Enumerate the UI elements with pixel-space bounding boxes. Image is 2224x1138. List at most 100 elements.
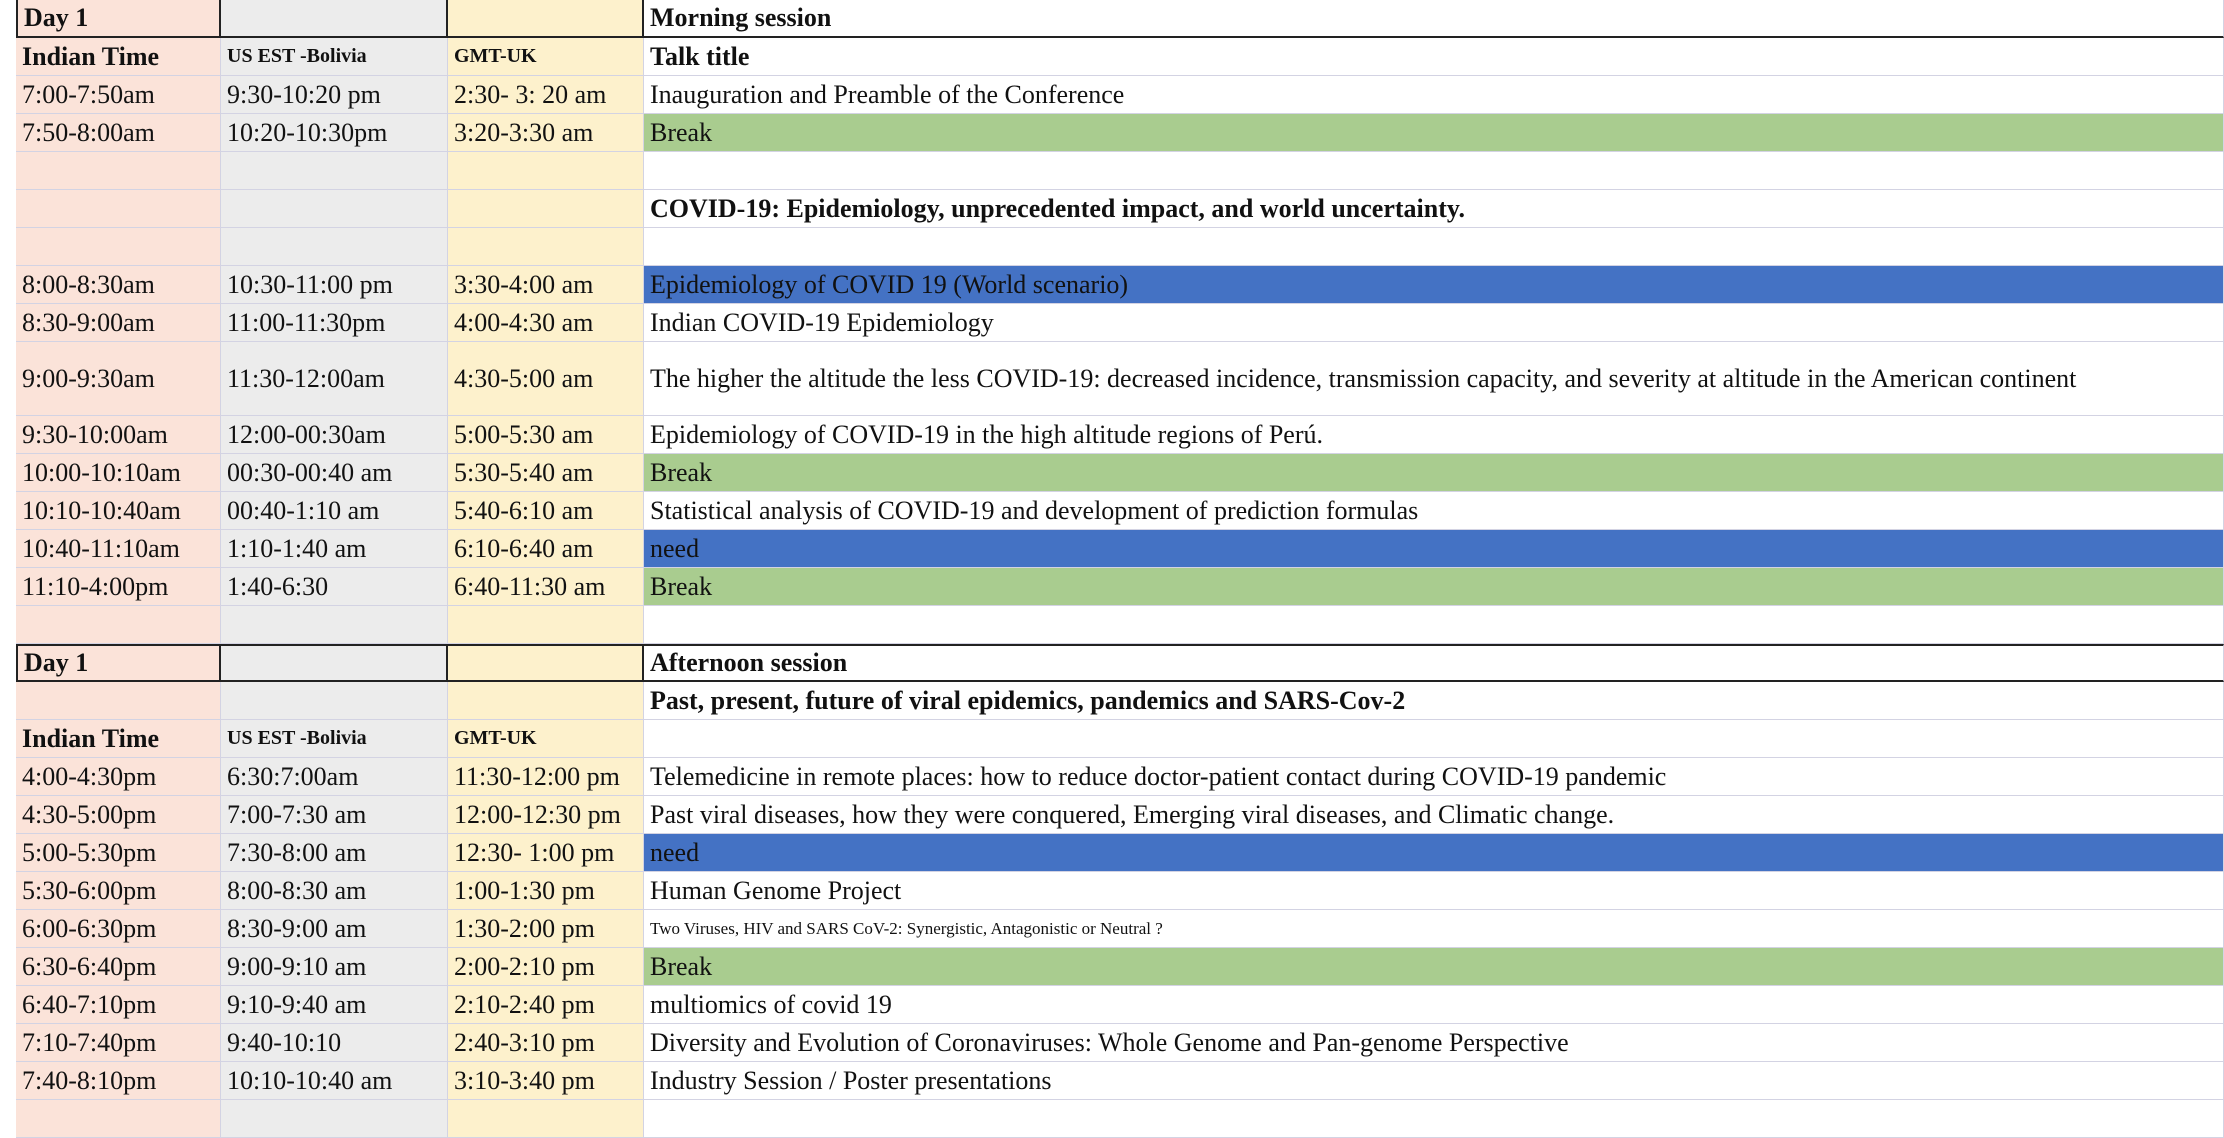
ist-cell[interactable]: 7:10-7:40pm xyxy=(16,1024,221,1062)
empty-cell[interactable] xyxy=(221,606,448,644)
empty-cell[interactable] xyxy=(644,228,2224,266)
empty-cell[interactable] xyxy=(221,0,448,38)
talk-title-cell[interactable]: Inauguration and Preamble of the Confere… xyxy=(644,76,2224,114)
empty-cell[interactable] xyxy=(448,1100,644,1138)
session-title-cell[interactable]: Afternoon session xyxy=(644,644,2224,682)
empty-cell[interactable] xyxy=(644,1100,2224,1138)
header-gmt-uk[interactable]: GMT-UK xyxy=(448,38,644,76)
gmt-cell[interactable]: 3:20-3:30 am xyxy=(448,114,644,152)
est-cell[interactable]: 9:00-9:10 am xyxy=(221,948,448,986)
gmt-cell[interactable]: 3:30-4:00 am xyxy=(448,266,644,304)
est-cell[interactable]: 6:30:7:00am xyxy=(221,758,448,796)
talk-title-cell[interactable]: Diversity and Evolution of Coronaviruses… xyxy=(644,1024,2224,1062)
est-cell[interactable]: 00:40-1:10 am xyxy=(221,492,448,530)
gmt-cell[interactable]: 6:10-6:40 am xyxy=(448,530,644,568)
break-cell[interactable]: Break xyxy=(644,114,2224,152)
talk-title-cell[interactable]: Statistical analysis of COVID-19 and dev… xyxy=(644,492,2224,530)
ist-cell[interactable]: 8:30-9:00am xyxy=(16,304,221,342)
ist-cell[interactable]: 4:00-4:30pm xyxy=(16,758,221,796)
highlighted-talk-cell[interactable]: Epidemiology of COVID 19 (World scenario… xyxy=(644,266,2224,304)
empty-cell[interactable] xyxy=(448,682,644,720)
empty-cell[interactable] xyxy=(221,644,448,682)
ist-cell[interactable]: 7:50-8:00am xyxy=(16,114,221,152)
gmt-cell[interactable]: 6:40-11:30 am xyxy=(448,568,644,606)
empty-cell[interactable] xyxy=(16,1100,221,1138)
ist-cell[interactable]: 10:00-10:10am xyxy=(16,454,221,492)
talk-title-cell[interactable]: Epidemiology of COVID-19 in the high alt… xyxy=(644,416,2224,454)
est-cell[interactable]: 7:00-7:30 am xyxy=(221,796,448,834)
empty-cell[interactable] xyxy=(221,152,448,190)
est-cell[interactable]: 9:10-9:40 am xyxy=(221,986,448,1024)
gmt-cell[interactable]: 3:10-3:40 pm xyxy=(448,1062,644,1100)
est-cell[interactable]: 9:40-10:10 xyxy=(221,1024,448,1062)
est-cell[interactable]: 11:00-11:30pm xyxy=(221,304,448,342)
est-cell[interactable]: 10:30-11:00 pm xyxy=(221,266,448,304)
gmt-cell[interactable]: 4:00-4:30 am xyxy=(448,304,644,342)
day-label-cell[interactable]: Day 1 xyxy=(16,644,221,682)
empty-cell[interactable] xyxy=(644,720,2224,758)
ist-cell[interactable]: 7:00-7:50am xyxy=(16,76,221,114)
empty-cell[interactable] xyxy=(448,606,644,644)
talk-title-cell[interactable]: Industry Session / Poster presentations xyxy=(644,1062,2224,1100)
session-title-cell[interactable]: Morning session xyxy=(644,0,2224,38)
need-speaker-cell[interactable]: need xyxy=(644,530,2224,568)
header-talk-title[interactable]: Talk title xyxy=(644,38,2224,76)
gmt-cell[interactable]: 2:00-2:10 pm xyxy=(448,948,644,986)
est-cell[interactable]: 8:00-8:30 am xyxy=(221,872,448,910)
est-cell[interactable]: 1:40-6:30 xyxy=(221,568,448,606)
empty-cell[interactable] xyxy=(644,152,2224,190)
empty-cell[interactable] xyxy=(448,644,644,682)
gmt-cell[interactable]: 4:30-5:00 am xyxy=(448,342,644,416)
talk-title-cell[interactable]: Telemedicine in remote places: how to re… xyxy=(644,758,2224,796)
theme-title-cell[interactable]: Past, present, future of viral epidemics… xyxy=(644,682,2224,720)
est-cell[interactable]: 9:30-10:20 pm xyxy=(221,76,448,114)
empty-cell[interactable] xyxy=(221,228,448,266)
day-label-cell[interactable]: Day 1 xyxy=(16,0,221,38)
est-cell[interactable]: 12:00-00:30am xyxy=(221,416,448,454)
ist-cell[interactable]: 8:00-8:30am xyxy=(16,266,221,304)
gmt-cell[interactable]: 11:30-12:00 pm xyxy=(448,758,644,796)
gmt-cell[interactable]: 2:40-3:10 pm xyxy=(448,1024,644,1062)
header-gmt-uk[interactable]: GMT-UK xyxy=(448,720,644,758)
ist-cell[interactable]: 5:00-5:30pm xyxy=(16,834,221,872)
header-indian-time[interactable]: Indian Time xyxy=(16,38,221,76)
theme-title-cell[interactable]: COVID-19: Epidemiology, unprecedented im… xyxy=(644,190,2224,228)
talk-title-cell[interactable]: Past viral diseases, how they were conqu… xyxy=(644,796,2224,834)
ist-cell[interactable]: 6:30-6:40pm xyxy=(16,948,221,986)
header-us-est[interactable]: US EST -Bolivia xyxy=(221,720,448,758)
est-cell[interactable]: 1:10-1:40 am xyxy=(221,530,448,568)
gmt-cell[interactable]: 2:10-2:40 pm xyxy=(448,986,644,1024)
empty-cell[interactable] xyxy=(448,0,644,38)
ist-cell[interactable]: 10:40-11:10am xyxy=(16,530,221,568)
empty-cell[interactable] xyxy=(16,190,221,228)
ist-cell[interactable]: 6:40-7:10pm xyxy=(16,986,221,1024)
talk-title-cell[interactable]: The higher the altitude the less COVID-1… xyxy=(644,342,2224,416)
est-cell[interactable]: 8:30-9:00 am xyxy=(221,910,448,948)
header-us-est[interactable]: US EST -Bolivia xyxy=(221,38,448,76)
gmt-cell[interactable]: 1:00-1:30 pm xyxy=(448,872,644,910)
ist-cell[interactable]: 5:30-6:00pm xyxy=(16,872,221,910)
talk-title-cell[interactable]: Indian COVID-19 Epidemiology xyxy=(644,304,2224,342)
ist-cell[interactable]: 9:30-10:00am xyxy=(16,416,221,454)
empty-cell[interactable] xyxy=(221,1100,448,1138)
ist-cell[interactable]: 7:40-8:10pm xyxy=(16,1062,221,1100)
est-cell[interactable]: 10:20-10:30pm xyxy=(221,114,448,152)
gmt-cell[interactable]: 12:30- 1:00 pm xyxy=(448,834,644,872)
empty-cell[interactable] xyxy=(16,606,221,644)
empty-cell[interactable] xyxy=(221,190,448,228)
ist-cell[interactable]: 6:00-6:30pm xyxy=(16,910,221,948)
gmt-cell[interactable]: 12:00-12:30 pm xyxy=(448,796,644,834)
need-speaker-cell[interactable]: need xyxy=(644,834,2224,872)
est-cell[interactable]: 00:30-00:40 am xyxy=(221,454,448,492)
empty-cell[interactable] xyxy=(16,152,221,190)
est-cell[interactable]: 7:30-8:00 am xyxy=(221,834,448,872)
ist-cell[interactable]: 4:30-5:00pm xyxy=(16,796,221,834)
gmt-cell[interactable]: 5:40-6:10 am xyxy=(448,492,644,530)
empty-cell[interactable] xyxy=(221,682,448,720)
gmt-cell[interactable]: 1:30-2:00 pm xyxy=(448,910,644,948)
empty-cell[interactable] xyxy=(16,228,221,266)
ist-cell[interactable]: 10:10-10:40am xyxy=(16,492,221,530)
talk-title-cell[interactable]: Two Viruses, HIV and SARS CoV-2: Synergi… xyxy=(644,910,2224,948)
break-cell[interactable]: Break xyxy=(644,948,2224,986)
ist-cell[interactable]: 9:00-9:30am xyxy=(16,342,221,416)
